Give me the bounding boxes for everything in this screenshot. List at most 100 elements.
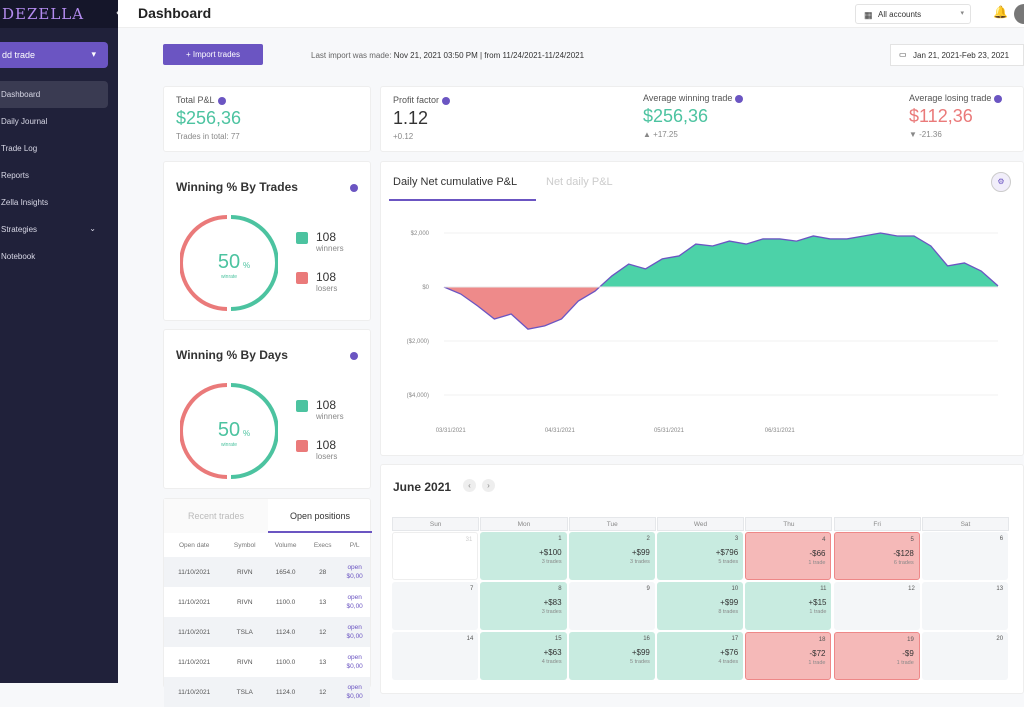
day-number: 14 bbox=[466, 636, 474, 642]
sidebar-item-dashboard[interactable]: Dashboard bbox=[0, 81, 108, 108]
info-icon[interactable] bbox=[350, 184, 358, 192]
calendar-day[interactable]: 10 +$99 8 trades bbox=[656, 582, 744, 630]
day-number: 17 bbox=[731, 636, 739, 642]
chevron-down-icon: ⌄ bbox=[89, 224, 96, 233]
table-row[interactable]: 11/10/2021 RIVN 1100.0 13 open $0,00 bbox=[164, 587, 370, 617]
sidebar-item-reports[interactable]: Reports bbox=[1, 171, 30, 180]
weekday-header: Thu bbox=[745, 517, 833, 531]
calendar-day[interactable]: 31 bbox=[392, 532, 479, 580]
day-number: 1 bbox=[558, 536, 562, 542]
losers-label: losers bbox=[316, 284, 338, 293]
table-cell: TSLA bbox=[224, 617, 266, 647]
calendar-day[interactable]: 1 +$100 3 trades bbox=[480, 532, 567, 580]
day-trades: 3 trades bbox=[541, 559, 562, 565]
calendar-day[interactable]: 14 bbox=[392, 632, 479, 680]
day-trades: 4 trades bbox=[718, 659, 739, 665]
info-icon[interactable] bbox=[217, 96, 226, 105]
day-trades: 4 trades bbox=[541, 659, 562, 665]
weekday-header: Tue bbox=[568, 517, 656, 531]
avg-winning-trade: Average winning trade $256,36 ▲ +17.25 bbox=[643, 93, 744, 139]
table-row[interactable]: 11/10/2021 TSLA 1124.0 12 open $0,00 bbox=[164, 677, 370, 707]
calendar-day[interactable]: 16 +$99 5 trades bbox=[568, 632, 655, 680]
sidebar-item-strategies[interactable]: Strategies ⌄ bbox=[0, 216, 108, 243]
calendar-day[interactable]: 20 bbox=[921, 632, 1009, 680]
table-cell: 12 bbox=[306, 617, 340, 647]
status: open bbox=[347, 624, 362, 631]
day-number: 15 bbox=[554, 636, 562, 642]
column-header[interactable]: Volume bbox=[274, 541, 297, 549]
pnl-chart-card: Daily Net cumulative P&L Net daily P&L ⚙… bbox=[380, 161, 1024, 456]
calendar-month: June 2021 bbox=[393, 480, 452, 494]
calendar-day[interactable]: 15 +$63 4 trades bbox=[480, 632, 567, 680]
pnl-value: $0,00 bbox=[346, 633, 363, 640]
tab-open-positions[interactable]: Open positions bbox=[268, 499, 372, 533]
avg-losing-trade: Average losing trade $112,36 ▼ -21.36 bbox=[909, 93, 1003, 139]
calendar-icon: ▭ bbox=[899, 50, 907, 59]
sidebar-item-daily-journal[interactable]: Daily Journal bbox=[1, 117, 48, 126]
tab-recent-trades[interactable]: Recent trades bbox=[164, 499, 268, 533]
info-icon[interactable] bbox=[994, 94, 1003, 103]
calendar-day[interactable]: 7 bbox=[392, 582, 479, 630]
losers-count: 108 bbox=[316, 270, 337, 284]
calendar-day[interactable]: 9 bbox=[568, 582, 655, 630]
calendar-day[interactable]: 12 bbox=[833, 582, 920, 630]
column-header[interactable]: Execs bbox=[313, 541, 332, 549]
bell-icon[interactable]: 🔔 bbox=[993, 5, 1008, 19]
table-row[interactable]: 11/10/2021 RIVN 1654.0 28 open $0,00 bbox=[164, 557, 370, 587]
calendar-day[interactable]: 17 +$76 4 trades bbox=[656, 632, 744, 680]
day-number: 6 bbox=[999, 536, 1004, 542]
column-header[interactable]: Symbol bbox=[233, 541, 256, 549]
winrate-unit: % bbox=[243, 261, 250, 270]
kpi-strip: Profit factor 1.12 +0.12 Average winning… bbox=[380, 86, 1024, 152]
day-number: 16 bbox=[643, 636, 650, 642]
info-icon[interactable] bbox=[442, 96, 451, 105]
prev-month-button[interactable]: ‹ bbox=[463, 479, 476, 492]
calendar-day[interactable]: 19 -$9 1 trade bbox=[833, 632, 920, 680]
info-icon[interactable] bbox=[735, 94, 744, 103]
table-cell: RIVN bbox=[224, 557, 266, 587]
import-trades-button[interactable]: + Import trades bbox=[163, 44, 263, 65]
table-cell: 28 bbox=[306, 557, 340, 587]
add-trade-button[interactable]: dd trade ▾ bbox=[0, 42, 108, 68]
calendar-day[interactable]: 4 -$66 1 trade bbox=[745, 532, 832, 580]
last-import-value: Nov 21, 2021 03:50 PM | from 11/24/2021-… bbox=[393, 51, 585, 60]
y-tick-label: $2,000 bbox=[411, 231, 430, 237]
status: open bbox=[347, 594, 362, 601]
table-row[interactable]: 11/10/2021 RIVN 1100.0 13 open $0,00 bbox=[164, 647, 370, 677]
day-trades: 8 trades bbox=[718, 609, 739, 615]
calendar-day[interactable]: 8 +$83 3 trades bbox=[480, 582, 567, 630]
calendar-day[interactable]: 6 bbox=[921, 532, 1009, 580]
chart-settings-icon[interactable]: ⚙ bbox=[991, 172, 1011, 192]
avatar[interactable] bbox=[1014, 4, 1024, 24]
avg-loss-value: $112,36 bbox=[909, 106, 973, 126]
winrate-pct: 50 bbox=[218, 419, 240, 441]
calendar-day[interactable]: 11 +$15 1 trade bbox=[745, 582, 832, 630]
winning-by-trades-card: Winning % By Trades 50 % winrate 108 winn… bbox=[163, 161, 371, 321]
winrate-donut-chart: 50 % winrate bbox=[180, 215, 278, 311]
weekday-header: Fri bbox=[833, 517, 921, 531]
calendar-day[interactable]: 3 +$796 5 trades bbox=[656, 532, 744, 580]
winners-count: 108 bbox=[316, 230, 337, 244]
column-header[interactable]: Open date bbox=[179, 541, 210, 549]
calendar-day[interactable]: 18 -$72 1 trade bbox=[745, 632, 832, 680]
next-month-button[interactable]: › bbox=[482, 479, 495, 492]
sidebar-item-zella-insights[interactable]: Zella Insights bbox=[1, 198, 49, 207]
calendar-day[interactable]: 2 +$99 3 trades bbox=[568, 532, 655, 580]
account-selector[interactable]: ▦ All accounts ▾ bbox=[855, 4, 971, 24]
sidebar-item-notebook[interactable]: Notebook bbox=[1, 252, 36, 261]
date-range-label: Jan 21, 2021-Feb 23, 2021 bbox=[913, 51, 1010, 60]
calendar-day[interactable]: 5 -$128 6 trades bbox=[833, 532, 920, 580]
calendar-day[interactable]: 13 bbox=[921, 582, 1009, 630]
avg-win-value: $256,36 bbox=[643, 106, 709, 126]
negative-area bbox=[444, 287, 998, 330]
x-tick-label: 03/31/2021 bbox=[436, 428, 467, 434]
date-range-picker[interactable]: ▭ Jan 21, 2021-Feb 23, 2021 bbox=[890, 44, 1024, 66]
column-header[interactable]: P/L bbox=[349, 541, 360, 549]
pnl-value: $0,00 bbox=[346, 573, 363, 580]
info-icon[interactable] bbox=[350, 352, 358, 360]
table-row[interactable]: 11/10/2021 TSLA 1124.0 12 open $0,00 bbox=[164, 617, 370, 647]
tab-net-daily[interactable]: Net daily P&L bbox=[546, 176, 613, 188]
winrate-donut-chart: 50 % winrate bbox=[180, 383, 278, 479]
tab-daily-cumulative[interactable]: Daily Net cumulative P&L bbox=[393, 176, 518, 188]
sidebar-item-trade-log[interactable]: Trade Log bbox=[1, 144, 38, 153]
